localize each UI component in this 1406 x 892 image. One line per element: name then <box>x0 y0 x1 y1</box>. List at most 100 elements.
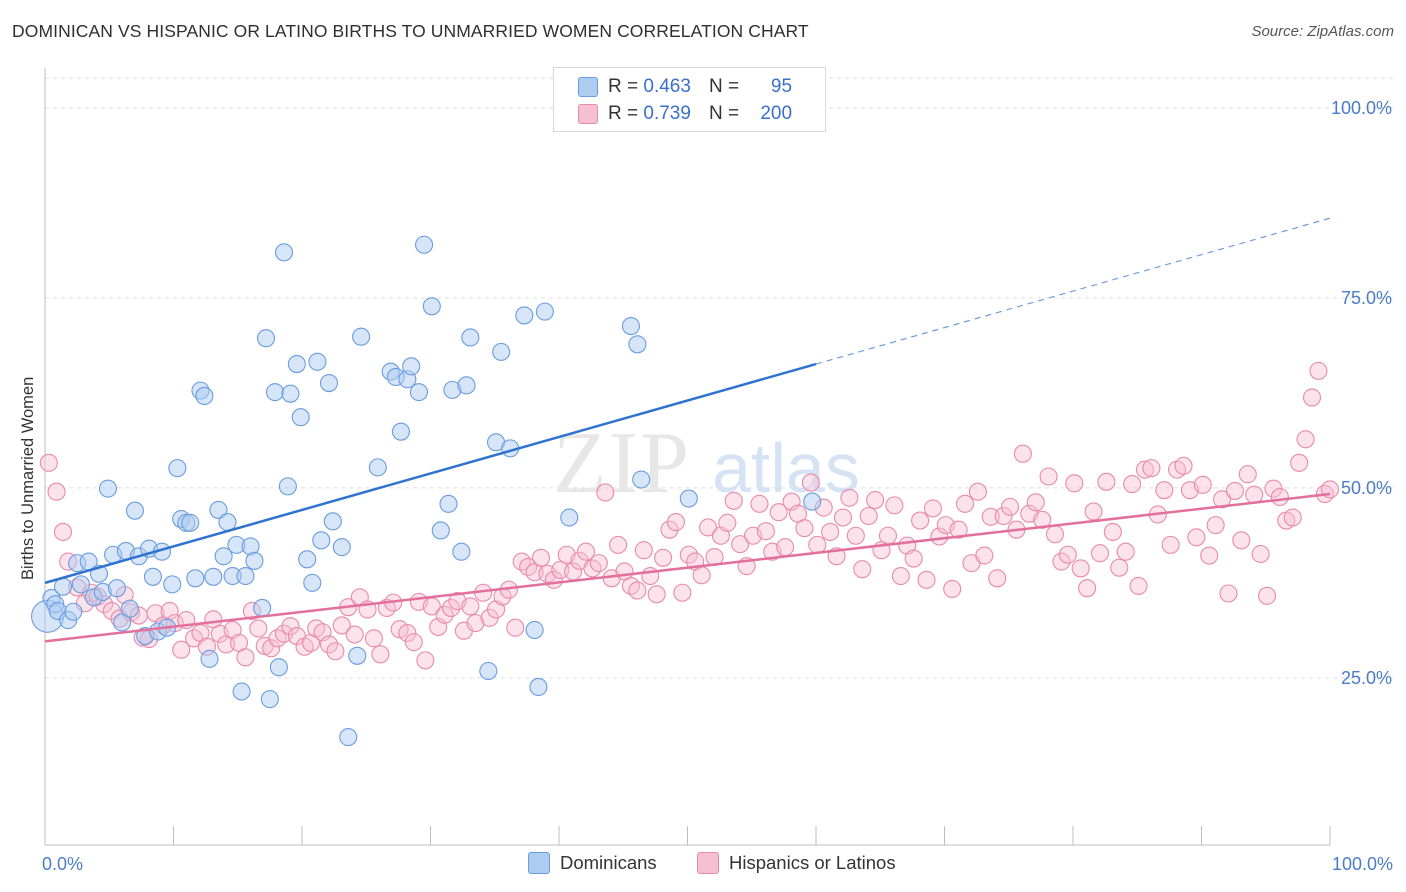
dominican-point <box>529 677 548 697</box>
hispanic-point <box>1200 546 1219 565</box>
hispanic-point <box>846 526 865 545</box>
dominican-point <box>200 649 219 668</box>
hispanic-point <box>660 520 679 539</box>
hispanic-point <box>1052 552 1071 571</box>
legend-label: Dominicans <box>560 852 657 873</box>
hispanic-point <box>1097 472 1116 491</box>
hispanic-point <box>576 542 596 561</box>
hispanic-point <box>345 625 364 644</box>
hispanic-point <box>442 598 461 617</box>
grid-lines: 25.0% 50.0% 75.0% 100.0% <box>45 77 1395 688</box>
hispanic-point <box>1296 430 1315 449</box>
hispanic-point <box>1033 510 1052 529</box>
trend-lines <box>44 217 1331 643</box>
hispanic-point <box>1251 544 1270 564</box>
dominican-point <box>125 501 144 520</box>
y-tick-label: 50.0% <box>1341 478 1392 498</box>
hispanic-point <box>1026 493 1045 512</box>
hispanic-trend-line <box>44 492 1331 643</box>
hispanic-point <box>930 527 949 546</box>
hispanic-point <box>1219 584 1238 603</box>
hispanic-point <box>1155 481 1174 500</box>
hispanic-point <box>840 488 859 507</box>
hispanic-point <box>435 605 454 624</box>
hispanic-point <box>917 570 936 589</box>
hispanic-point <box>172 640 191 659</box>
hispanic-point <box>1129 576 1148 595</box>
hispanic-point <box>628 581 647 600</box>
hispanic-point <box>866 490 885 510</box>
watermark: ZIP atlas <box>553 415 860 512</box>
dominican-point <box>278 477 297 496</box>
dominican-point <box>368 458 387 477</box>
axes: 0.0% 100.0% <box>42 68 1393 874</box>
hispanic-point <box>398 623 417 643</box>
hispanic-point <box>923 499 942 518</box>
legend-item-dominicans: Dominicans <box>528 852 657 874</box>
hispanic-point <box>319 635 339 654</box>
hispanic-point <box>1238 465 1257 484</box>
hispanic-point <box>679 545 698 564</box>
dominican-point <box>218 513 237 532</box>
hispanic-point <box>621 576 641 595</box>
hispanic-point <box>1213 490 1232 509</box>
dominican-point <box>186 569 205 588</box>
hispanic-point <box>1290 453 1309 472</box>
dominican-point <box>339 728 358 747</box>
dominican-point <box>120 599 139 618</box>
r-value: 0.739 <box>643 103 691 124</box>
hispanic-point <box>808 535 827 554</box>
hispanic-point <box>1225 481 1244 500</box>
hispanic-point <box>1123 475 1142 494</box>
chart-title: DOMINICAN VS HISPANIC OR LATINO BIRTHS T… <box>12 21 809 41</box>
hispanic-point <box>911 511 930 530</box>
hispanic-point <box>1116 542 1135 561</box>
hispanic-point <box>1257 586 1277 605</box>
dominican-point <box>195 386 214 406</box>
hispanic-point <box>750 494 769 513</box>
hispanic-point <box>1013 444 1032 463</box>
dominican-point <box>245 551 264 570</box>
y-tick-label: 75.0% <box>1341 288 1392 308</box>
hispanic-point <box>956 494 975 513</box>
dominican-point <box>332 538 351 557</box>
dominican-point <box>632 470 651 489</box>
dominican-trend-line <box>44 362 817 585</box>
hispanic-point <box>718 513 737 532</box>
hispanic-point <box>968 482 987 501</box>
dominican-point <box>391 422 410 441</box>
hispanic-point <box>531 548 551 567</box>
dominican-point <box>535 302 554 321</box>
dominican-point <box>628 335 647 354</box>
hispanic-point <box>699 518 718 537</box>
dominican-point <box>287 354 306 374</box>
dominican-point <box>560 508 579 527</box>
dominican-point <box>98 479 118 498</box>
hispanic-point <box>1206 516 1225 535</box>
hispanic-point <box>506 618 525 637</box>
hispanic-point <box>332 616 351 635</box>
hispanic-point <box>609 535 628 554</box>
hispanic-point <box>647 585 666 604</box>
hispanic-point <box>878 526 898 545</box>
dominican-point <box>323 512 342 531</box>
y-tick-label: 25.0% <box>1341 668 1392 688</box>
hispanic-point <box>1000 497 1020 516</box>
dominican-point <box>312 531 331 550</box>
hispanic-point <box>53 522 73 542</box>
hispanic-point <box>891 566 910 586</box>
dominican-point <box>274 243 294 262</box>
hispanic-point <box>466 614 485 633</box>
dominican-point <box>352 327 371 346</box>
legend-item-hispanics: Hispanics or Latinos <box>697 852 896 874</box>
hispanic-point <box>994 506 1013 526</box>
dominican-point <box>64 602 83 621</box>
legend-swatch-pink <box>697 852 719 874</box>
hispanic-point <box>301 633 321 652</box>
dominican-point <box>163 575 182 594</box>
hispanic-point <box>1071 559 1090 578</box>
dominican-point <box>679 489 698 508</box>
hispanic-point <box>943 579 962 598</box>
hispanic-point <box>821 522 840 542</box>
hispanic-point <box>404 633 423 652</box>
